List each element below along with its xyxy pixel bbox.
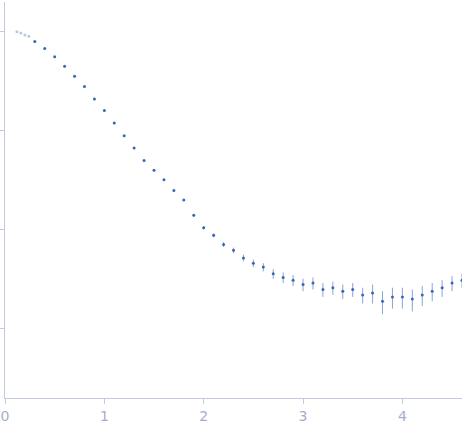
svg-text:3: 3 [299, 408, 308, 424]
svg-text:4: 4 [398, 408, 407, 424]
svg-text:0: 0 [1, 408, 10, 424]
svg-text:1: 1 [100, 408, 109, 424]
svg-text:2: 2 [199, 408, 208, 424]
